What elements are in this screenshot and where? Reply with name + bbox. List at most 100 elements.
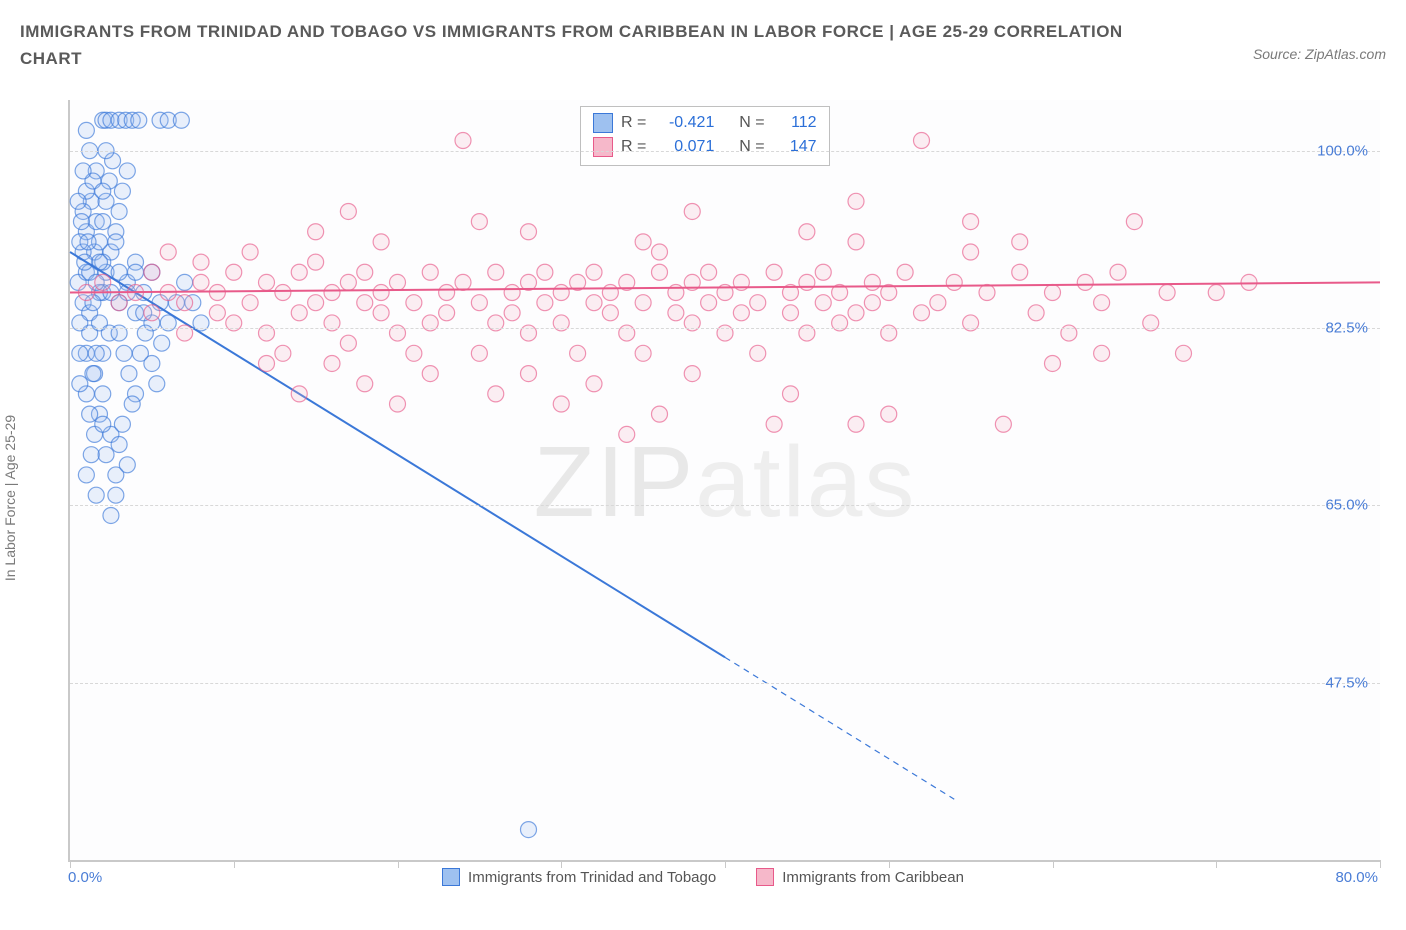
x-tick xyxy=(561,860,562,868)
scatter-point xyxy=(750,345,766,361)
grid-line xyxy=(70,505,1380,506)
source-attribution: Source: ZipAtlas.com xyxy=(1253,46,1386,62)
scatter-point xyxy=(439,305,455,321)
legend-swatch xyxy=(442,868,460,886)
y-tick-label: 100.0% xyxy=(1317,142,1368,159)
x-tick xyxy=(234,860,235,868)
scatter-point xyxy=(95,183,111,199)
scatter-point xyxy=(602,305,618,321)
scatter-point xyxy=(783,305,799,321)
scatter-point xyxy=(108,487,124,503)
scatter-point xyxy=(88,487,104,503)
scatter-point xyxy=(193,274,209,290)
scatter-point xyxy=(1094,345,1110,361)
scatter-point xyxy=(995,416,1011,432)
series-swatch xyxy=(593,113,613,133)
scatter-point xyxy=(357,376,373,392)
legend-bottom: Immigrants from Trinidad and Tobago Immig… xyxy=(20,868,1386,886)
scatter-point xyxy=(242,244,258,260)
scatter-point xyxy=(1028,305,1044,321)
n-value: 147 xyxy=(773,135,817,159)
scatter-point xyxy=(85,366,101,382)
scatter-point xyxy=(275,285,291,301)
scatter-point xyxy=(308,295,324,311)
scatter-point xyxy=(111,295,127,311)
x-tick xyxy=(725,860,726,868)
scatter-point xyxy=(291,264,307,280)
scatter-point xyxy=(128,264,144,280)
grid-line xyxy=(70,683,1380,684)
scatter-point xyxy=(521,366,537,382)
scatter-point xyxy=(119,457,135,473)
scatter-point xyxy=(114,416,130,432)
scatter-point xyxy=(73,214,89,230)
scatter-point xyxy=(390,396,406,412)
trend-line xyxy=(70,252,725,657)
scatter-point xyxy=(95,214,111,230)
scatter-point xyxy=(963,244,979,260)
scatter-point xyxy=(471,345,487,361)
scatter-point xyxy=(108,234,124,250)
scatter-point xyxy=(930,295,946,311)
legend-label: Immigrants from Trinidad and Tobago xyxy=(468,869,716,886)
scatter-point xyxy=(114,183,130,199)
scatter-point xyxy=(553,396,569,412)
scatter-point xyxy=(121,366,137,382)
scatter-point xyxy=(357,295,373,311)
y-axis-label: In Labor Force | Age 25-29 xyxy=(2,415,18,581)
scatter-point xyxy=(439,285,455,301)
scatter-point xyxy=(652,406,668,422)
scatter-point xyxy=(1176,345,1192,361)
scatter-point xyxy=(1126,214,1142,230)
scatter-point xyxy=(144,264,160,280)
scatter-point xyxy=(373,305,389,321)
scatter-point xyxy=(586,376,602,392)
scatter-point xyxy=(357,264,373,280)
r-label: R = xyxy=(621,135,646,159)
scatter-point xyxy=(111,203,127,219)
scatter-point xyxy=(1208,285,1224,301)
scatter-point xyxy=(766,264,782,280)
chart-container: In Labor Force | Age 25-29 ZIPatlas R =-… xyxy=(20,100,1386,880)
stats-row: R =-0.421 N =112 xyxy=(593,111,817,135)
scatter-point xyxy=(652,264,668,280)
scatter-point xyxy=(946,274,962,290)
scatter-point xyxy=(635,295,651,311)
scatter-point xyxy=(422,366,438,382)
scatter-point xyxy=(83,447,99,463)
scatter-point xyxy=(78,122,94,138)
scatter-point xyxy=(750,295,766,311)
scatter-point xyxy=(881,406,897,422)
trend-line-dashed xyxy=(725,657,954,799)
scatter-point xyxy=(242,295,258,311)
n-label: N = xyxy=(739,111,764,135)
scatter-point xyxy=(340,274,356,290)
scatter-point xyxy=(193,254,209,270)
plot-area: ZIPatlas R =-0.421 N =112R =0.071 N =147… xyxy=(68,100,1380,862)
scatter-point xyxy=(504,285,520,301)
scatter-point xyxy=(1012,264,1028,280)
scatter-point xyxy=(914,133,930,149)
scatter-point xyxy=(864,295,880,311)
scatter-point xyxy=(154,335,170,351)
grid-line xyxy=(70,328,1380,329)
scatter-point xyxy=(963,214,979,230)
legend-label: Immigrants from Caribbean xyxy=(782,869,964,886)
scatter-point xyxy=(799,224,815,240)
scatter-point xyxy=(324,355,340,371)
scatter-point xyxy=(1159,285,1175,301)
scatter-point xyxy=(422,264,438,280)
scatter-point xyxy=(80,234,96,250)
scatter-point xyxy=(1012,234,1028,250)
scatter-point xyxy=(848,234,864,250)
x-tick xyxy=(1380,860,1381,868)
scatter-point xyxy=(406,345,422,361)
scatter-point xyxy=(275,345,291,361)
scatter-point xyxy=(95,386,111,402)
scatter-point xyxy=(1077,274,1093,290)
x-tick xyxy=(70,860,71,868)
scatter-point xyxy=(70,193,86,209)
scatter-point xyxy=(78,467,94,483)
scatter-point xyxy=(390,274,406,290)
scatter-point xyxy=(373,285,389,301)
